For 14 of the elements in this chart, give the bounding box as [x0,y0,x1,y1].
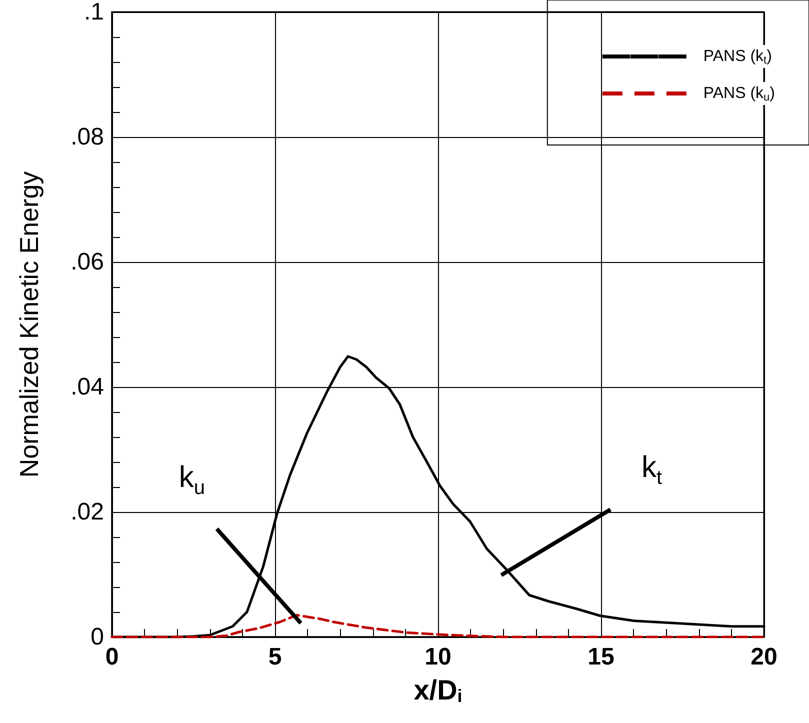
y-tick-label: 0 [90,624,104,650]
y-axis-title: Normalized Kinetic Energy [14,171,44,478]
x-tick-label: 10 [424,644,452,670]
x-tick-label: 5 [268,644,282,670]
y-tick-label: .02 [70,498,104,526]
x-tick-label: 15 [588,644,614,670]
x-axis-title: x/Di [414,674,462,706]
y-tick-label: .04 [70,374,104,400]
x-tick-label: 20 [750,644,778,670]
y-tick-label: .1 [84,0,104,26]
y-tick-label: .06 [70,248,104,276]
annotation: k$_{u}$ [178,461,205,500]
annotation: k$_{t}$ [641,450,662,490]
y-tick-label: .08 [70,124,104,150]
